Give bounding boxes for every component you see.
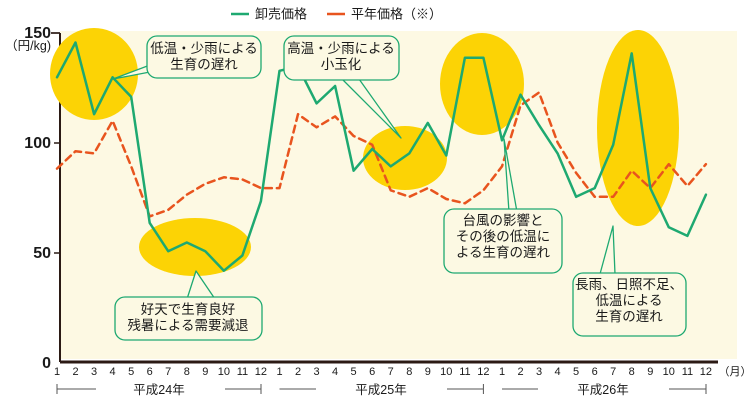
svg-text:4: 4 xyxy=(555,366,561,378)
svg-text:高温・少雨による: 高温・少雨による xyxy=(287,40,395,56)
svg-text:12: 12 xyxy=(255,366,267,378)
svg-text:卸売価格: 卸売価格 xyxy=(255,7,307,22)
svg-text:生育の遅れ: 生育の遅れ xyxy=(595,309,663,324)
svg-text:9: 9 xyxy=(202,366,208,378)
svg-text:7: 7 xyxy=(388,366,394,378)
svg-text:平成25年: 平成25年 xyxy=(355,383,406,397)
svg-text:7: 7 xyxy=(165,366,171,378)
svg-text:10: 10 xyxy=(663,366,675,378)
svg-text:12: 12 xyxy=(700,366,712,378)
svg-text:6: 6 xyxy=(147,366,153,378)
svg-text:4: 4 xyxy=(110,366,116,378)
svg-text:残暑による需要減退: 残暑による需要減退 xyxy=(127,317,249,333)
svg-text:8: 8 xyxy=(629,366,635,378)
svg-text:小玉化: 小玉化 xyxy=(321,57,362,72)
svg-text:9: 9 xyxy=(425,366,431,378)
svg-text:低温・少雨による: 低温・少雨による xyxy=(150,41,258,56)
svg-text:平成26年: 平成26年 xyxy=(577,383,628,397)
svg-text:3: 3 xyxy=(536,366,542,378)
svg-text:5: 5 xyxy=(351,366,357,378)
svg-text:2: 2 xyxy=(72,366,78,378)
svg-text:6: 6 xyxy=(369,366,375,378)
svg-text:8: 8 xyxy=(406,366,412,378)
svg-text:2: 2 xyxy=(517,366,523,378)
svg-text:100: 100 xyxy=(24,135,51,152)
svg-text:好天で生育良好: 好天で生育良好 xyxy=(141,302,236,317)
svg-text:長雨、日照不足、: 長雨、日照不足、 xyxy=(575,277,683,292)
svg-text:平年価格（※）: 平年価格（※） xyxy=(351,7,442,22)
svg-text:6: 6 xyxy=(592,366,598,378)
svg-text:平成24年: 平成24年 xyxy=(133,383,184,397)
svg-text:2: 2 xyxy=(295,366,301,378)
svg-text:9: 9 xyxy=(647,366,653,378)
svg-text:0: 0 xyxy=(42,355,51,372)
svg-text:4: 4 xyxy=(332,366,338,378)
svg-text:10: 10 xyxy=(218,366,230,378)
svg-text:8: 8 xyxy=(184,366,190,378)
svg-text:12: 12 xyxy=(477,366,489,378)
svg-text:50: 50 xyxy=(33,245,51,262)
svg-text:生育の遅れ: 生育の遅れ xyxy=(170,57,238,72)
svg-text:1: 1 xyxy=(499,366,505,378)
svg-text:7: 7 xyxy=(610,366,616,378)
svg-text:台風の影響と: 台風の影響と xyxy=(463,212,544,228)
svg-text:11: 11 xyxy=(682,366,693,378)
svg-text:10: 10 xyxy=(440,366,452,378)
svg-text:5: 5 xyxy=(573,366,579,378)
svg-text:11: 11 xyxy=(237,366,248,378)
svg-text:3: 3 xyxy=(91,366,97,378)
svg-text:11: 11 xyxy=(459,366,470,378)
svg-text:1: 1 xyxy=(54,366,60,378)
svg-text:その後の低温に: その後の低温に xyxy=(456,229,551,244)
svg-text:よる生育の遅れ: よる生育の遅れ xyxy=(456,245,551,260)
svg-text:3: 3 xyxy=(314,366,320,378)
svg-text:（円/kg): （円/kg) xyxy=(5,39,51,53)
svg-text:低温による: 低温による xyxy=(595,293,662,308)
svg-text:（月）: （月） xyxy=(719,365,750,378)
svg-text:1: 1 xyxy=(276,366,282,378)
svg-text:5: 5 xyxy=(128,366,134,378)
